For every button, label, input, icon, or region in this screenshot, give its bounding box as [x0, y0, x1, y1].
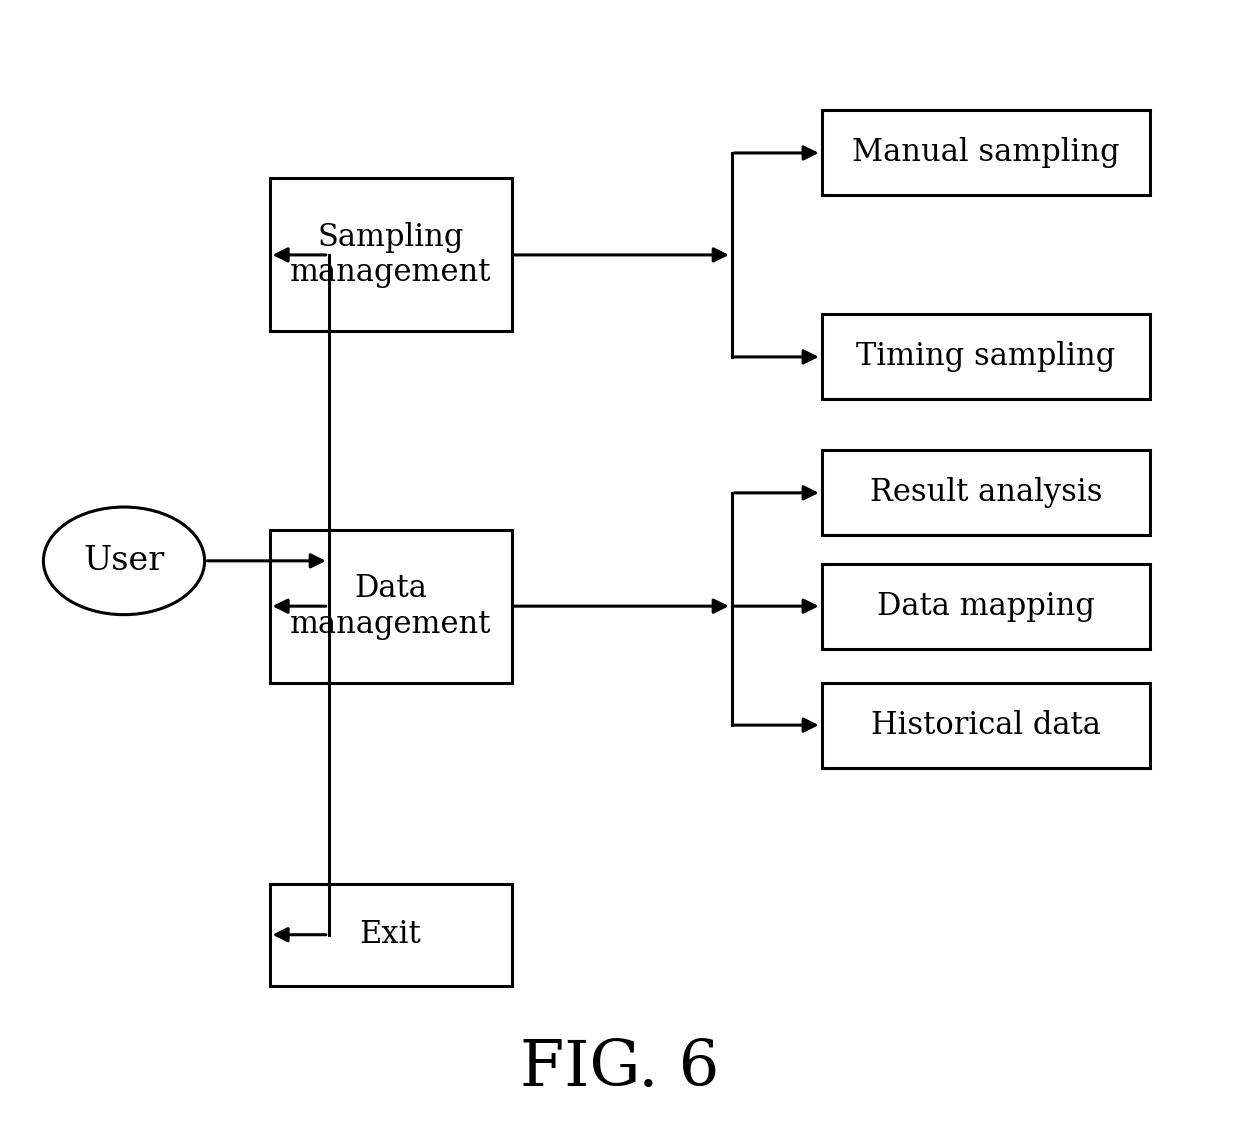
- Text: Timing sampling: Timing sampling: [856, 341, 1116, 373]
- FancyBboxPatch shape: [822, 451, 1151, 536]
- FancyBboxPatch shape: [270, 884, 511, 986]
- FancyBboxPatch shape: [822, 111, 1151, 195]
- FancyBboxPatch shape: [822, 682, 1151, 768]
- Text: Exit: Exit: [360, 919, 422, 951]
- Text: Historical data: Historical data: [870, 709, 1101, 741]
- Text: User: User: [83, 545, 165, 577]
- Text: Result analysis: Result analysis: [869, 477, 1102, 509]
- Text: Manual sampling: Manual sampling: [852, 137, 1120, 169]
- FancyBboxPatch shape: [822, 563, 1151, 648]
- Ellipse shape: [43, 508, 205, 614]
- Text: FIG. 6: FIG. 6: [521, 1038, 719, 1099]
- FancyBboxPatch shape: [270, 530, 511, 682]
- Text: Data mapping: Data mapping: [877, 590, 1095, 622]
- Text: Data
management: Data management: [290, 573, 491, 639]
- Text: Sampling
management: Sampling management: [290, 222, 491, 288]
- FancyBboxPatch shape: [822, 314, 1151, 399]
- FancyBboxPatch shape: [270, 178, 511, 331]
